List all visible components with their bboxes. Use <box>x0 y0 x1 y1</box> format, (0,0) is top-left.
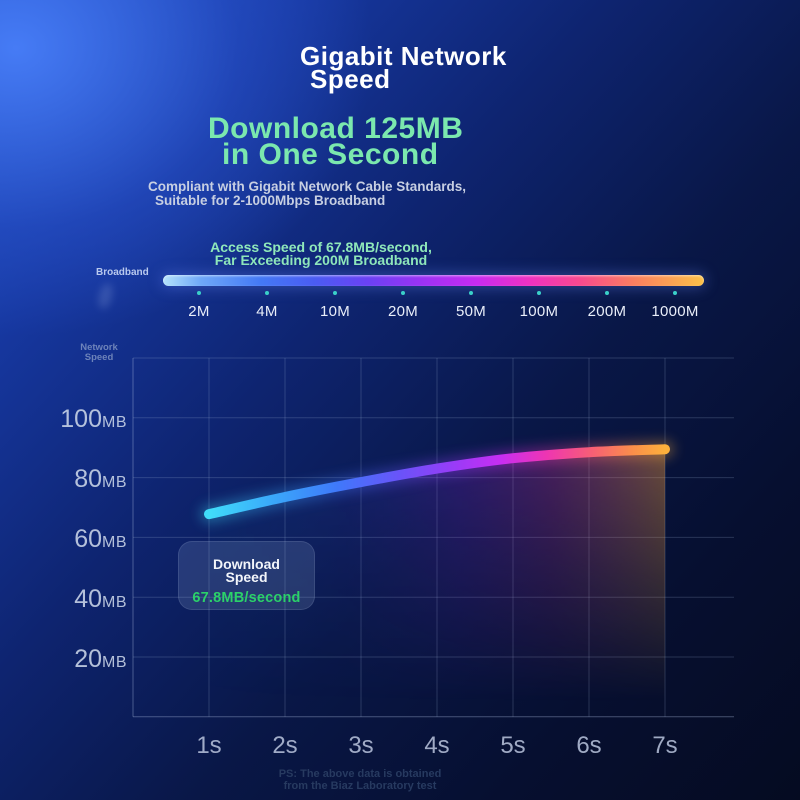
y-tick-100mb: 100MB <box>60 405 127 433</box>
scale-tier-20m: 20M <box>387 303 419 320</box>
footer-note: PS: The above data is obtained from the … <box>210 768 510 792</box>
tooltip-title-line1: Download <box>213 556 280 572</box>
y-axis-title-line2: Speed <box>84 351 114 363</box>
y-tick-20mb: 20MB <box>74 645 127 673</box>
compliance-subtitle-line1: Compliant with Gigabit Network Cable Sta… <box>148 179 467 194</box>
x-tick-6s: 6s <box>576 732 602 759</box>
x-tick-4s: 4s <box>424 732 450 759</box>
broadband-label: Broadband <box>96 267 149 278</box>
x-tick-2s: 2s <box>272 732 298 759</box>
y-axis-title: Network Speed <box>68 343 130 362</box>
scale-dot <box>333 291 337 295</box>
scale-dot <box>401 291 405 295</box>
page-title: Gigabit Network Speed <box>300 41 507 94</box>
scale-dot <box>605 291 609 295</box>
y-tick-80mb: 80MB <box>74 465 127 493</box>
scale-tier-200m: 200M <box>587 303 627 320</box>
access-speed-caption-line1: Access Speed of 67.8MB/second, <box>210 239 432 255</box>
scale-tier-50m: 50M <box>455 303 487 320</box>
scale-dot <box>673 291 677 295</box>
headline-line2: in One Second <box>222 138 439 171</box>
x-tick-1s: 1s <box>196 732 222 759</box>
area-fill <box>209 449 665 716</box>
page-title-line2: Speed <box>310 64 391 94</box>
y-tick-60mb: 60MB <box>74 525 127 553</box>
scale-tier-100m: 100M <box>519 303 559 320</box>
scale-tier-1000m: 1000M <box>651 303 699 320</box>
scale-dot <box>265 291 269 295</box>
compliance-subtitle-line2: Suitable for 2-1000Mbps Broadband <box>155 192 386 208</box>
scale-dot <box>537 291 541 295</box>
y-tick-40mb: 40MB <box>74 585 127 613</box>
scale-tier-10m: 10M <box>319 303 351 320</box>
x-tick-7s: 7s <box>652 732 678 759</box>
scale-dot <box>197 291 201 295</box>
access-speed-caption-line2: Far Exceeding 200M Broadband <box>214 252 428 268</box>
x-tick-5s: 5s <box>500 732 526 759</box>
compliance-subtitle: Compliant with Gigabit Network Cable Sta… <box>148 180 466 207</box>
scale-dot <box>469 291 473 295</box>
download-speed-tooltip: Download Speed 67.8MB/second <box>178 541 315 610</box>
tooltip-value: 67.8MB/second <box>192 590 301 606</box>
scale-tier-4m: 4M <box>256 303 278 320</box>
broadband-gradient-bar <box>163 275 704 286</box>
x-tick-3s: 3s <box>348 732 374 759</box>
tooltip-title: Download Speed <box>179 556 314 585</box>
footer-note-line1: PS: The above data is obtained <box>278 768 442 780</box>
headline: Download 125MB in One Second <box>208 112 464 171</box>
scale-tier-2m: 2M <box>188 303 210 320</box>
headline-line1: Download 125MB <box>208 112 464 145</box>
access-speed-caption: Access Speed of 67.8MB/second, Far Excee… <box>160 239 482 268</box>
tooltip-title-line2: Speed <box>225 568 268 585</box>
speed-curve <box>204 444 670 520</box>
page-title-line1: Gigabit Network <box>300 41 507 71</box>
y-axis-title-line1: Network <box>80 342 118 353</box>
footer-note-line2: from the Biaz Laboratory test <box>283 779 437 792</box>
